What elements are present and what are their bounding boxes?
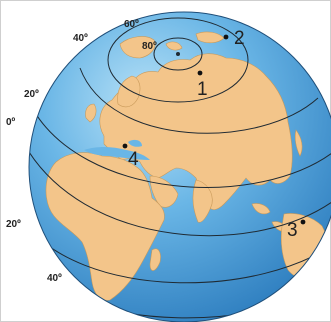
point-4-dot <box>122 143 128 149</box>
point-2-dot <box>223 34 229 40</box>
label-lat-0: 0º <box>6 117 16 128</box>
madagascar <box>149 248 161 271</box>
point-3-dot <box>300 219 306 225</box>
black-sea <box>128 139 142 147</box>
mediterranean-sea <box>84 147 150 160</box>
japan <box>294 129 303 157</box>
point-3-label: 3 <box>287 220 298 241</box>
equator-line <box>29 139 331 236</box>
great-britain <box>85 103 97 123</box>
latitude-line-60 <box>107 17 249 103</box>
point-1-dot <box>197 70 203 76</box>
label-lat-20-north: 20º <box>24 89 39 100</box>
latitude-line-80 <box>153 37 203 71</box>
label-lat-80: 80º <box>142 41 157 52</box>
globe-outline <box>28 11 331 322</box>
point-2-label: 2 <box>234 28 245 49</box>
label-lat-40-north: 40º <box>73 33 88 44</box>
latitude-line-40-north <box>79 67 319 134</box>
point-4-label: 4 <box>128 149 139 170</box>
label-lat-40-south: 40º <box>47 273 62 284</box>
scandinavia <box>117 75 141 108</box>
point-1-label: 1 <box>197 79 208 100</box>
southeast-asia-islands <box>251 203 271 215</box>
india <box>192 179 213 223</box>
greenland <box>119 36 156 59</box>
label-lat-60: 60º <box>124 19 139 30</box>
arabia <box>149 175 179 208</box>
north-pole-dot <box>176 52 180 56</box>
label-lat-20-south: 20º <box>6 219 21 230</box>
arctic-island <box>165 41 183 51</box>
africa <box>45 152 165 301</box>
latitude-line-20-north <box>29 103 331 188</box>
